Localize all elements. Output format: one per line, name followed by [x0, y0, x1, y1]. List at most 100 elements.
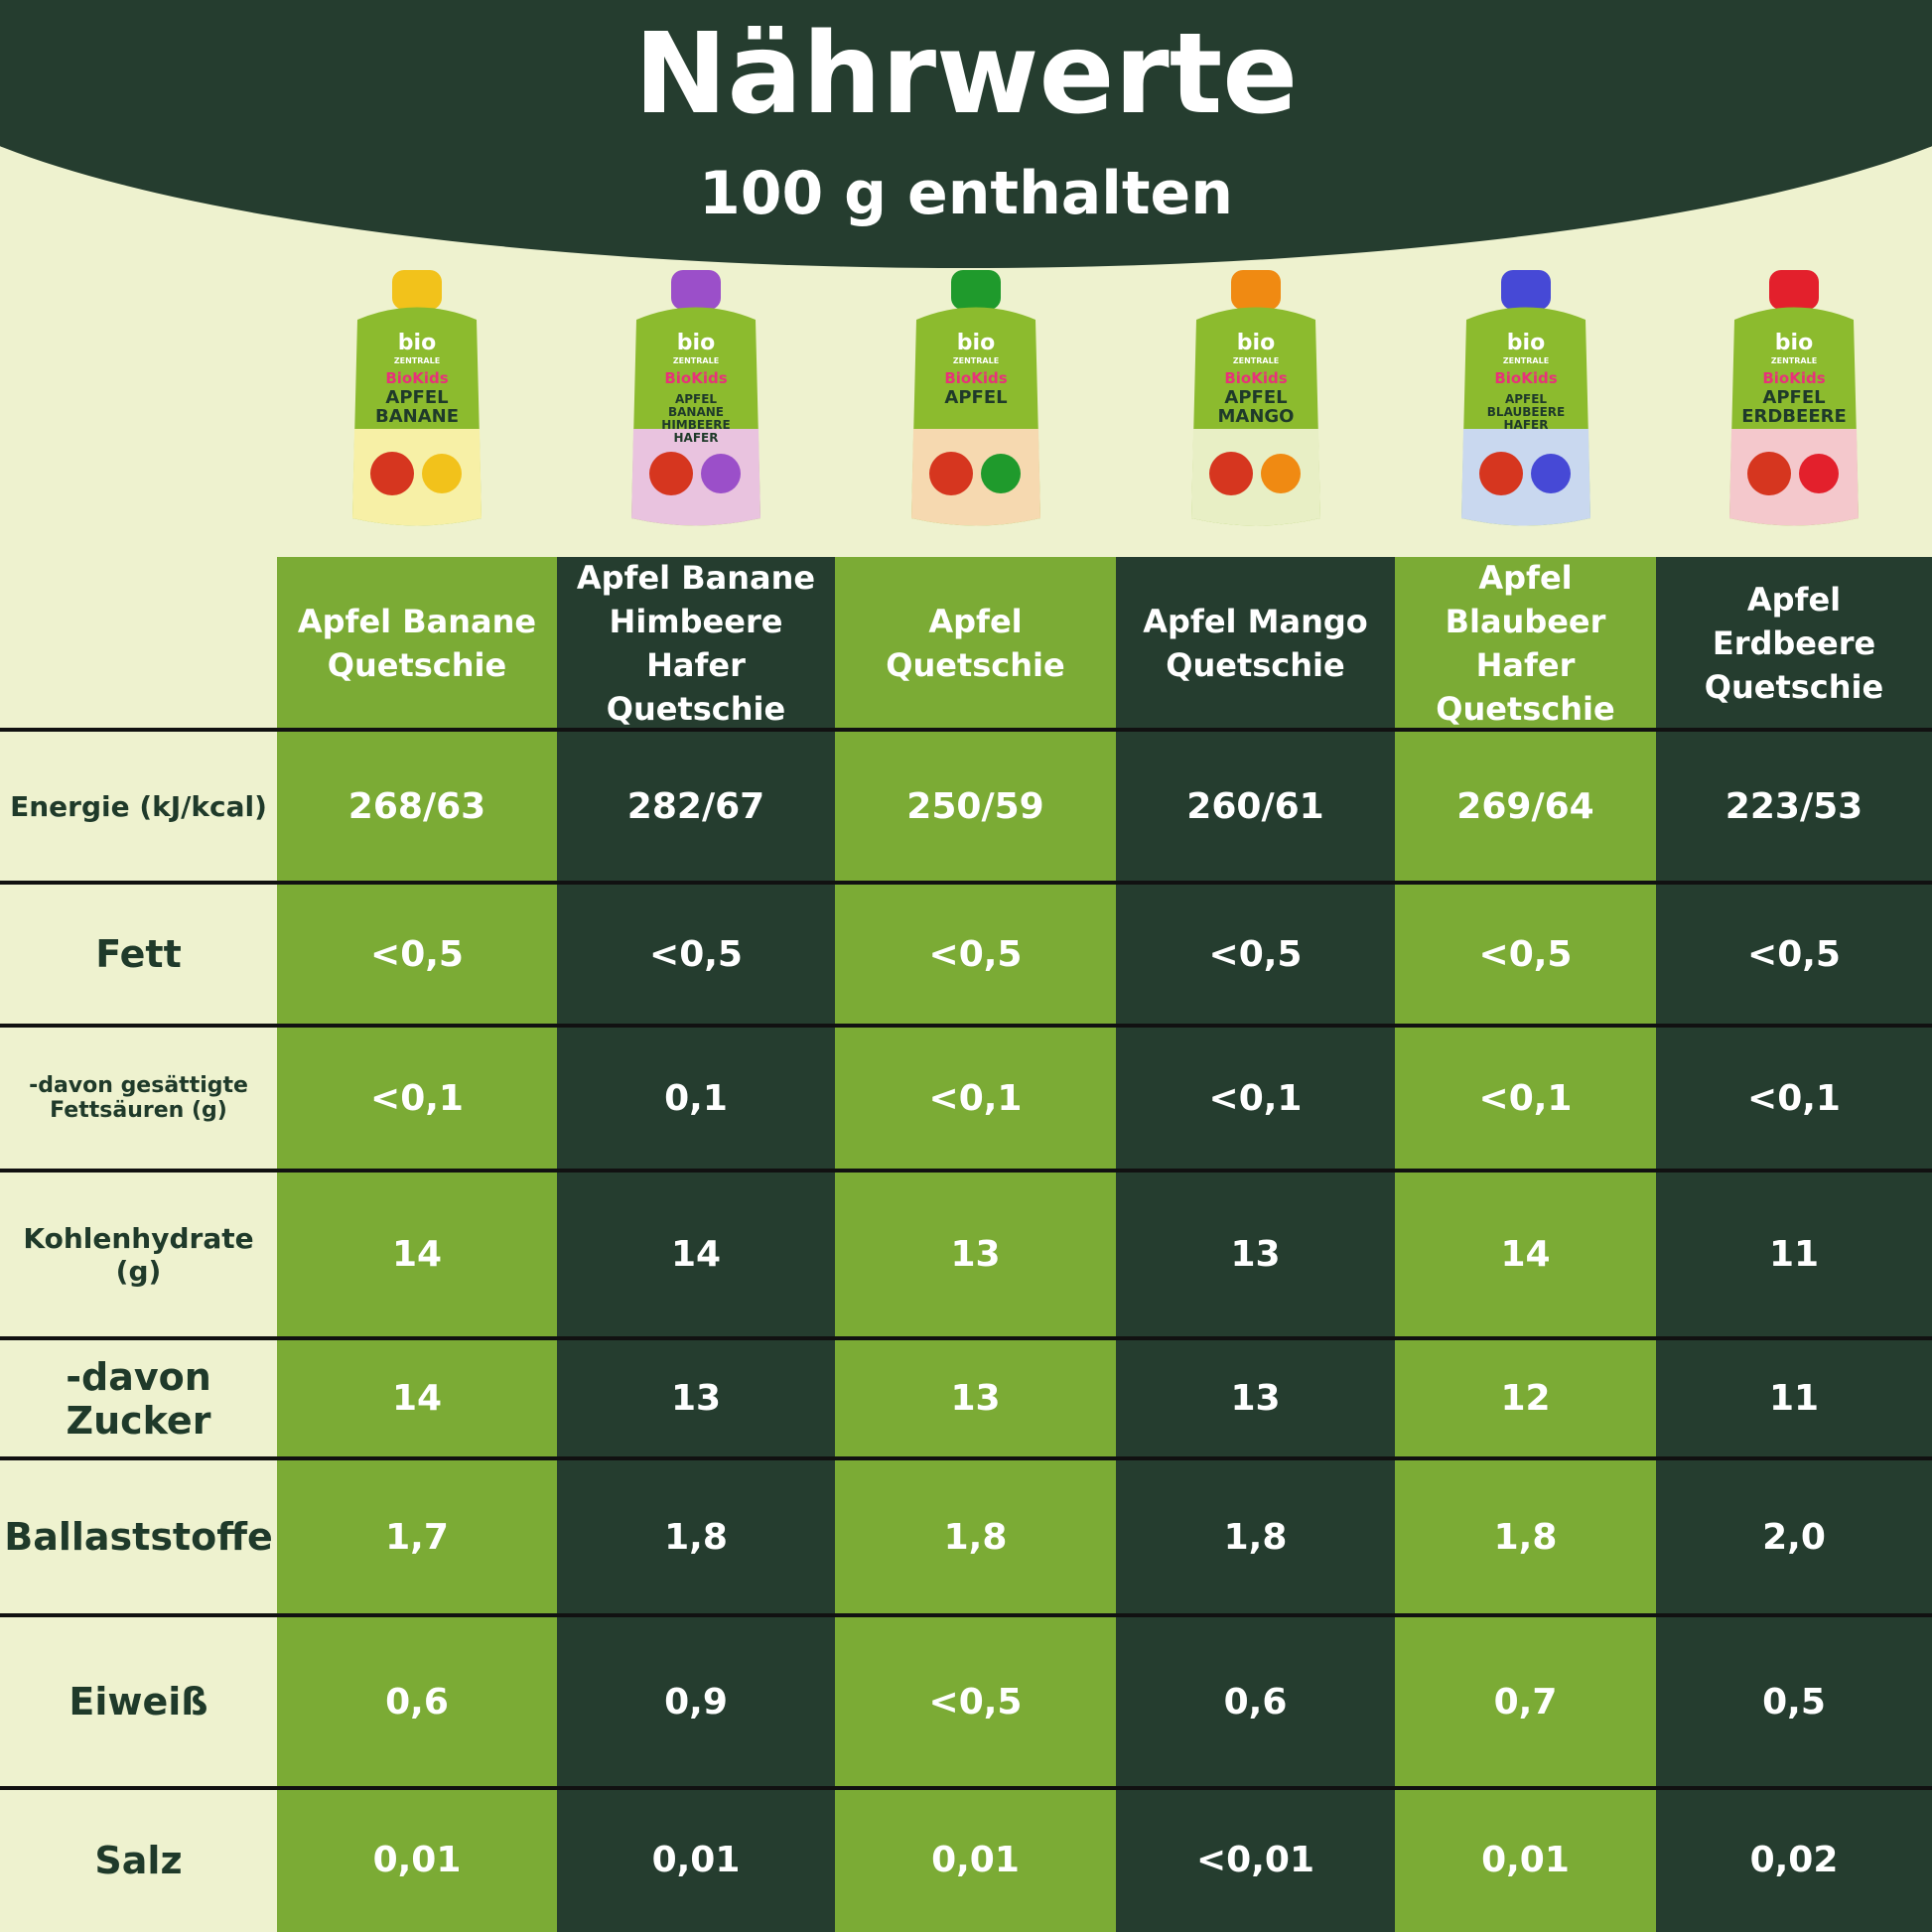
header-band [0, 0, 1932, 268]
product-name: Apfel Quetschie [886, 603, 1065, 684]
value: <0,5 [928, 933, 1023, 975]
pouch-line: BioKids [1762, 369, 1825, 387]
column [835, 557, 1116, 1932]
row-line [0, 1613, 1932, 1617]
value: 0,9 [664, 1681, 728, 1723]
pouch-logo: bio [1236, 331, 1274, 355]
title: Nährwerte [633, 10, 1299, 139]
value: 13 [950, 1234, 1001, 1275]
value: 0,01 [931, 1840, 1020, 1880]
value: 0,01 [372, 1840, 462, 1880]
pouch-line: BioKids [944, 369, 1007, 387]
value: <0,5 [1478, 933, 1573, 975]
pouch-label: APFEL ERDBEERE [1741, 387, 1847, 427]
pouch-logo: bio [1506, 331, 1544, 355]
row-line [0, 1336, 1932, 1340]
value: 14 [391, 1378, 443, 1419]
product-name: Apfel Blaubeer Hafer Quetschie [1436, 559, 1615, 728]
value: 2,0 [1762, 1516, 1826, 1558]
value: <0,5 [649, 933, 743, 975]
value: 0,01 [651, 1840, 741, 1880]
pouch-logo: bio [956, 331, 994, 355]
value: <0,1 [1208, 1077, 1303, 1119]
value: 14 [670, 1234, 722, 1275]
subtitle: 100 g enthalten [699, 159, 1233, 228]
pouch-logo: bio [398, 331, 436, 355]
row-label: Eiweiß [69, 1680, 208, 1724]
column [1116, 557, 1395, 1932]
value: <0,01 [1196, 1840, 1314, 1880]
value: 12 [1500, 1378, 1551, 1419]
pouch-line: BioKids [664, 369, 727, 387]
value: <0,5 [928, 1681, 1023, 1723]
row-line [0, 1024, 1932, 1028]
value: 11 [1768, 1234, 1820, 1275]
row-line [0, 1786, 1932, 1790]
product-name: Apfel Banane Himbeere Hafer Quetschie [576, 559, 816, 728]
value: 0,6 [1223, 1681, 1288, 1723]
product-name: Apfel Erdbeere Quetschie [1704, 581, 1884, 706]
value: 250/59 [906, 785, 1044, 827]
row-line [0, 1456, 1932, 1460]
value: 1,8 [1493, 1516, 1558, 1558]
pouch-maker: ZENTRALE [673, 356, 719, 365]
row-line [0, 881, 1932, 885]
pouch-line: BioKids [385, 369, 448, 387]
value: 0,7 [1493, 1681, 1558, 1723]
value: 14 [1500, 1234, 1551, 1275]
value: <0,1 [370, 1077, 464, 1119]
pouch-maker: ZENTRALE [1232, 356, 1278, 365]
row-label: Energie (kJ/kcal) [10, 789, 267, 823]
pouch-label: APFEL BANANE HIMBEERE HAFER [661, 392, 730, 445]
product-name: Apfel Mango Quetschie [1143, 603, 1368, 684]
row-label: Kohlenhydrate (g) [23, 1221, 254, 1288]
pouch-logo: bio [677, 331, 715, 355]
pouch-line: BioKids [1494, 369, 1557, 387]
row-label: Salz [94, 1838, 183, 1882]
row-label: -davon gesättigte Fettsäuren (g) [29, 1073, 248, 1123]
value: 13 [670, 1378, 722, 1419]
column [557, 557, 835, 1932]
row-label: -davon Zucker [66, 1354, 211, 1443]
value: 1,8 [664, 1516, 728, 1558]
product-name: Apfel Banane Quetschie [297, 603, 537, 684]
value: 0,5 [1762, 1681, 1826, 1723]
column [1395, 557, 1656, 1932]
pouch-maker: ZENTRALE [394, 356, 440, 365]
value: 1,8 [943, 1516, 1008, 1558]
row-line [0, 728, 1932, 732]
pouch-line: BioKids [1224, 369, 1287, 387]
value: <0,5 [1747, 933, 1841, 975]
value: 268/63 [347, 785, 486, 827]
value: <0,1 [1747, 1077, 1841, 1119]
pouch-label: APFEL MANGO [1217, 387, 1294, 427]
value: 260/61 [1186, 785, 1324, 827]
value: 0,02 [1749, 1840, 1839, 1880]
value: 0,6 [385, 1681, 449, 1723]
value: 14 [391, 1234, 443, 1275]
value: 269/64 [1456, 785, 1594, 827]
column [1656, 557, 1932, 1932]
value: <0,5 [370, 933, 464, 975]
value: 0,01 [1481, 1840, 1570, 1880]
pouch-label: APFEL [944, 387, 1007, 408]
pouch-label: APFEL BANANE [375, 387, 459, 427]
pouch-logo: bio [1775, 331, 1813, 355]
value: 13 [1230, 1378, 1281, 1419]
value: 223/53 [1725, 785, 1863, 827]
row-line [0, 1169, 1932, 1173]
value: 0,1 [664, 1077, 728, 1119]
pouch-label: APFEL BLAUBEERE HAFER [1486, 392, 1564, 432]
value: 1,7 [385, 1516, 449, 1558]
value: 1,8 [1223, 1516, 1288, 1558]
value: 282/67 [626, 785, 765, 827]
pouch-maker: ZENTRALE [1771, 356, 1817, 365]
value: <0,1 [1478, 1077, 1573, 1119]
row-label: Ballaststoffe [4, 1515, 273, 1559]
